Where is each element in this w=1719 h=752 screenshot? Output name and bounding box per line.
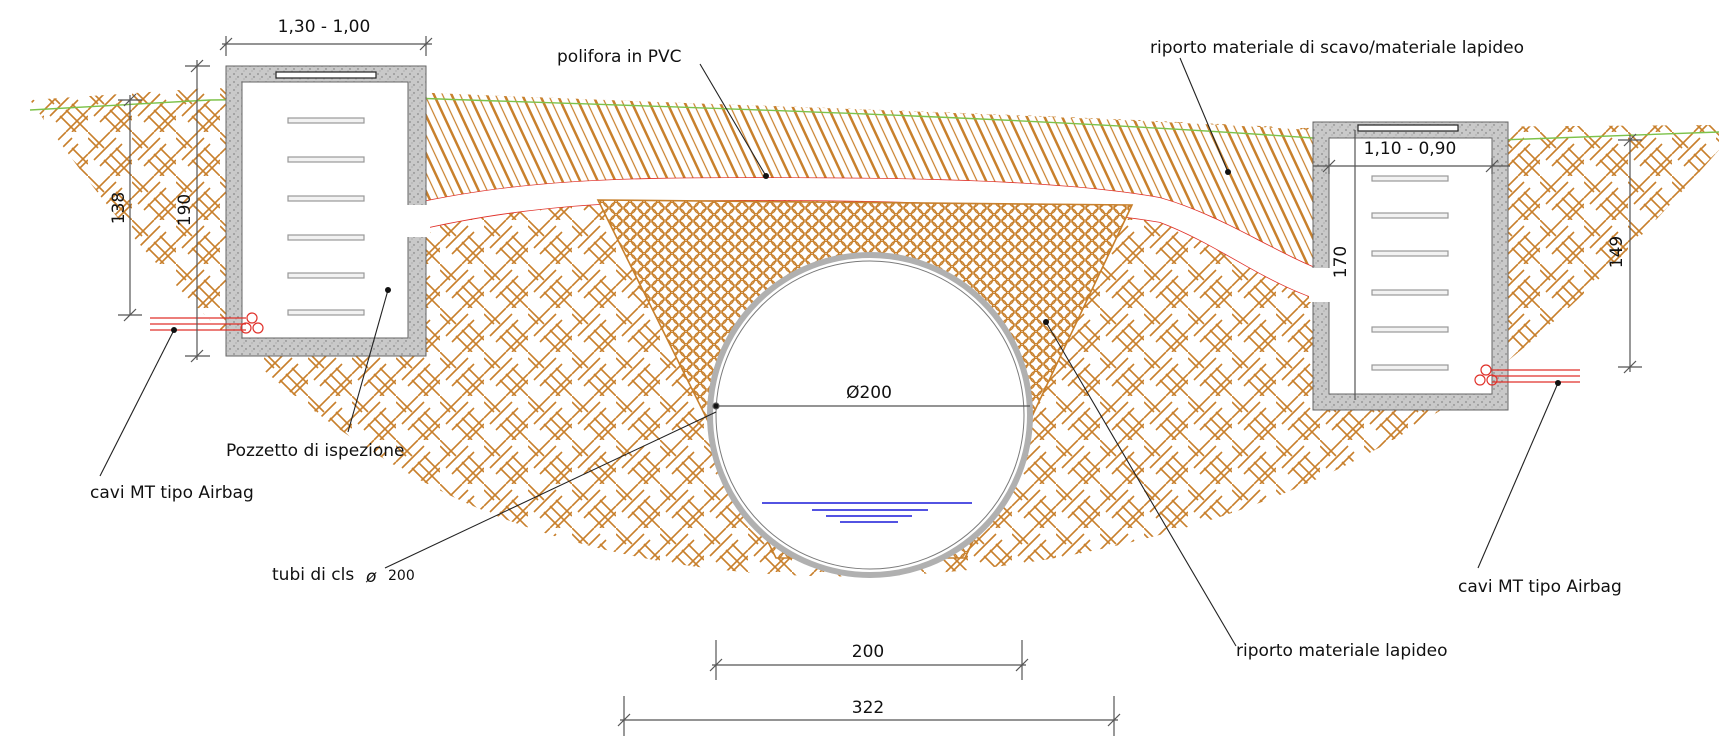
- left-manhole: [225, 65, 430, 357]
- left-depth-inner-dimension: 190: [175, 194, 195, 226]
- tubi-label: tubi di cls: [272, 565, 354, 585]
- lapideo-label: riporto materiale lapideo: [1236, 641, 1448, 661]
- right-cables: [1474, 364, 1580, 386]
- pipe-diameter-label: Ø200: [846, 383, 892, 403]
- pozzetto-label: Pozzetto di ispezione: [226, 441, 405, 461]
- right-depth-inner-dimension: 170: [1331, 246, 1351, 278]
- leader-dots: [171, 169, 1561, 386]
- right-manhole: [1309, 121, 1509, 411]
- bottom-inner-dimension: 200: [852, 642, 884, 662]
- polifora-label: polifora in PVC: [557, 47, 682, 67]
- water-level: [762, 502, 972, 523]
- bottom-outer-dimension: 322: [852, 698, 884, 718]
- right-width-dimension: 1,10 - 0,90: [1364, 139, 1457, 159]
- right-depth-outer-dimension: 149: [1607, 236, 1627, 268]
- left-cables: [150, 312, 264, 334]
- left-width-dimension: 1,30 - 1,00: [278, 17, 371, 37]
- riporto-scavo-label: riporto materiale di scavo/materiale lap…: [1150, 38, 1524, 58]
- ground-line: [29, 97, 1719, 141]
- cavi-left-label: cavi MT tipo Airbag: [90, 483, 254, 503]
- cavi-right-label: cavi MT tipo Airbag: [1458, 577, 1622, 597]
- leader-lines: [99, 57, 1559, 647]
- tubi-diameter-symbol: ø: [365, 567, 377, 587]
- concrete-pipe: [707, 252, 1033, 578]
- left-depth-outer-dimension: 138: [109, 192, 129, 224]
- backfill-layer: [410, 92, 1313, 290]
- pipe-diameter-dimension: [712, 402, 1030, 410]
- tubi-size-label: 200: [388, 568, 415, 584]
- dimension-lines: [118, 36, 1642, 736]
